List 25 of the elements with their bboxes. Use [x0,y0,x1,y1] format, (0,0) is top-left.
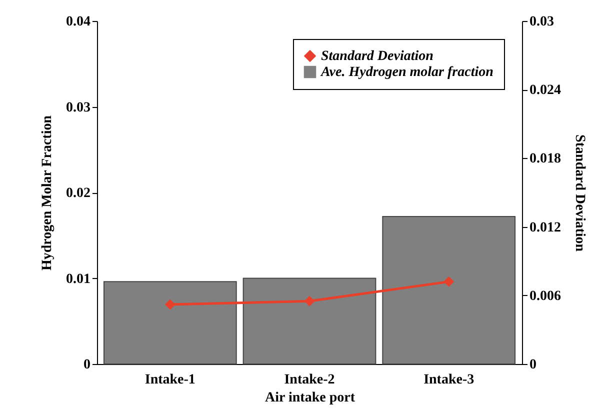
y-tick-label: 0.01 [66,272,90,287]
point [444,276,454,287]
y2-tick-label: 0.018 [530,152,561,167]
y2-tick-label: 0.012 [530,220,561,236]
x-tick-label: Intake-1 [144,372,196,388]
y-axis-title: Hydrogen Molar Fraction [40,115,55,271]
y-tick-label: 0.02 [66,186,90,201]
point [304,296,315,306]
y2-tick-label: 0 [530,358,536,372]
bar [242,278,376,364]
x-axis-title: Air intake port [265,390,356,406]
y2-tick-label: 0.006 [530,288,561,304]
y2-axis-title: Standard Deviation [572,134,587,252]
bar [382,216,516,364]
point [164,299,176,310]
bar [103,281,237,364]
y2-tick-label: 0.03 [530,14,554,30]
x-tick-label: Intake-3 [424,372,474,388]
x-tick-label: Intake-2 [284,372,335,388]
y-tick-label: 0 [84,358,90,372]
y-tick-label: 0.04 [66,14,90,30]
y2-tick-label: 0.024 [530,83,561,98]
y-tick-label: 0.03 [66,100,90,116]
legend-label: Ave. Hydrogen molar fraction [320,65,494,80]
legend-label: Standard Deviation [321,49,434,64]
